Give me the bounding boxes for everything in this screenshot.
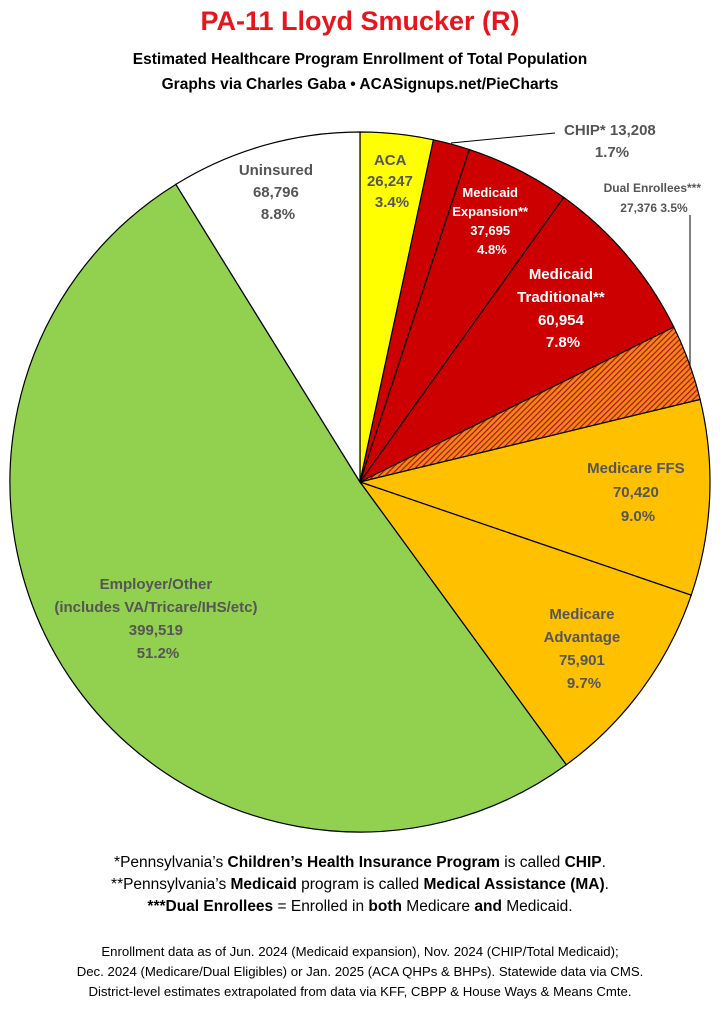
- pie-chart: ACA 26,247 3.4% CHIP* 13,208 1.7% Medica…: [9, 122, 711, 833]
- source-line-3: District-level estimates extrapolated fr…: [88, 984, 632, 999]
- leader-lines: [450, 132, 691, 368]
- medicare-advantage-label: Medicare Advantage 75,901 9.7%: [544, 606, 625, 692]
- footnote-medicaid: **Pennsylvania’s Medicaid program is cal…: [111, 876, 609, 893]
- footnote-dual: ***Dual Enrollees = Enrolled in both Med…: [147, 898, 573, 915]
- chip-leader-line: [450, 132, 556, 144]
- chart-subtitle: Estimated Healthcare Program Enrollment …: [132, 51, 588, 68]
- medicaid-expansion-label: Medicaid Expansion** 37,695 4.8%: [452, 185, 531, 257]
- pie-slices: [9, 131, 711, 833]
- medicaid-traditional-label: Medicaid Traditional** 60,954 7.8%: [517, 266, 609, 351]
- chart-title: PA-11 Lloyd Smucker (R): [200, 6, 520, 36]
- chart-credit: Graphs via Charles Gaba • ACASignups.net…: [161, 76, 559, 93]
- chip-label: CHIP* 13,208 1.7%: [564, 122, 660, 161]
- source-line-1: Enrollment data as of Jun. 2024 (Medicai…: [101, 944, 619, 959]
- footnote-chip: *Pennsylvania’s Children’s Health Insura…: [114, 854, 606, 871]
- employer-other-label: Employer/Other (includes VA/Tricare/IHS/…: [54, 576, 261, 662]
- uninsured-label: Uninsured 68,796 8.8%: [239, 162, 317, 223]
- source-line-2: Dec. 2024 (Medicare/Dual Eligibles) or J…: [76, 964, 644, 979]
- pie-slice-medicare-advantage: [358, 480, 692, 766]
- pie-slice-medicaid-traditional: [359, 196, 675, 483]
- pie-slice-medicare-ffs: [357, 398, 711, 596]
- pie-slice-uninsured: [175, 131, 361, 485]
- footnotes: *Pennsylvania’s Children’s Health Insura…: [0, 852, 720, 918]
- pie-slice-employer-other-includes-va-tricare-ihs-etc: [9, 183, 568, 833]
- aca-label: ACA 26,247 3.4%: [367, 152, 417, 211]
- source-notes: Enrollment data as of Jun. 2024 (Medicai…: [0, 942, 720, 1002]
- dual-enrollees-label: Dual Enrollees*** 27,376 3.5%: [604, 181, 705, 215]
- medicare-ffs-label: Medicare FFS 70,420 9.0%: [587, 460, 689, 525]
